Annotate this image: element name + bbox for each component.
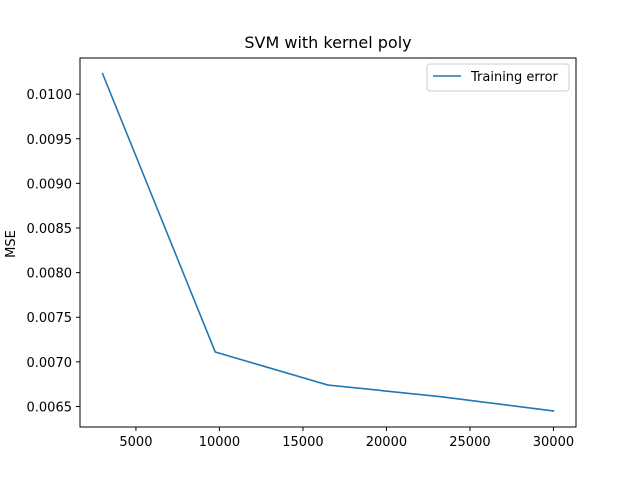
- x-tick-label: 20000: [366, 435, 407, 450]
- y-tick-label: 0.0095: [27, 133, 73, 148]
- x-tick-label: 25000: [449, 435, 490, 450]
- x-tick-label: 15000: [282, 435, 323, 450]
- plot-area: [79, 57, 577, 428]
- legend: Training error: [426, 63, 570, 92]
- y-tick-label: 0.0085: [27, 222, 73, 237]
- y-tick-label: 0.0080: [27, 267, 73, 282]
- y-axis: 0.0065 0.0070 0.0075 0.0080 0.0085 0.0090 0.00…: [27, 88, 80, 415]
- x-tick-label: 5000: [119, 435, 152, 450]
- y-tick-label: 0.0070: [27, 356, 73, 371]
- plot-frame: [79, 57, 577, 428]
- y-tick-label: 0.0090: [27, 177, 73, 192]
- legend-box: [426, 63, 570, 92]
- x-tick-label: 10000: [199, 435, 240, 450]
- legend-label: Training error: [470, 70, 559, 85]
- chart-title: SVM with kernel poly: [244, 33, 411, 52]
- y-tick-label: 0.0075: [27, 311, 73, 326]
- y-tick-label: 0.0100: [27, 88, 73, 103]
- x-tick-label: 30000: [533, 435, 574, 450]
- x-axis: 5000 10000 15000 20000 25000 30000: [119, 427, 574, 450]
- y-axis-label: MSE: [4, 230, 19, 258]
- y-tick-label: 0.0065: [27, 400, 73, 415]
